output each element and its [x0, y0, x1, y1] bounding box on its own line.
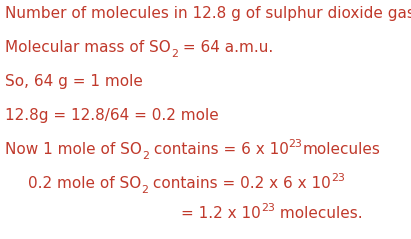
- Text: contains = 0.2 x 6 x 10: contains = 0.2 x 6 x 10: [148, 176, 331, 191]
- Text: 0.2 mole of SO: 0.2 mole of SO: [28, 176, 141, 191]
- Text: 2: 2: [171, 49, 178, 59]
- Text: 2: 2: [142, 151, 149, 161]
- Text: 23: 23: [331, 173, 345, 183]
- Text: molecules.: molecules.: [275, 206, 362, 221]
- Text: Number of molecules in 12.8 g of sulphur dioxide gas.: Number of molecules in 12.8 g of sulphur…: [5, 6, 411, 21]
- Text: contains = 6 x 10: contains = 6 x 10: [149, 142, 289, 157]
- Text: 23: 23: [289, 139, 302, 149]
- Text: molecules: molecules: [302, 142, 380, 157]
- Text: 2: 2: [141, 185, 148, 195]
- Text: So, 64 g = 1 mole: So, 64 g = 1 mole: [5, 74, 143, 89]
- Text: = 64 a.m.u.: = 64 a.m.u.: [178, 40, 273, 55]
- Text: = 1.2 x 10: = 1.2 x 10: [181, 206, 261, 221]
- Text: 12.8g = 12.8/64 = 0.2 mole: 12.8g = 12.8/64 = 0.2 mole: [5, 108, 219, 123]
- Text: 23: 23: [261, 203, 275, 213]
- Text: Now 1 mole of SO: Now 1 mole of SO: [5, 142, 142, 157]
- Text: Molecular mass of SO: Molecular mass of SO: [5, 40, 171, 55]
